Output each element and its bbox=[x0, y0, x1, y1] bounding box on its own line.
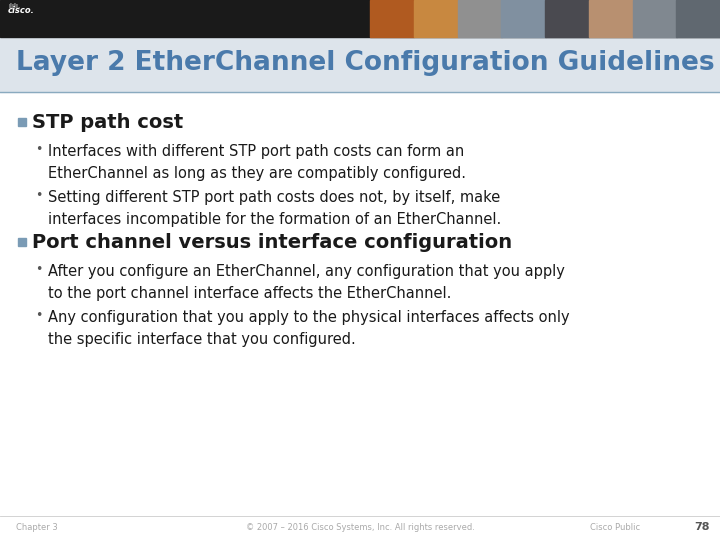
Text: •: • bbox=[35, 189, 42, 202]
Bar bbox=[414, 0, 458, 37]
Text: STP path cost: STP path cost bbox=[32, 112, 184, 132]
Text: Port channel versus interface configuration: Port channel versus interface configurat… bbox=[32, 233, 512, 252]
Text: 78: 78 bbox=[695, 522, 710, 532]
Text: Any configuration that you apply to the physical interfaces affects only
the spe: Any configuration that you apply to the … bbox=[48, 310, 570, 347]
Bar bbox=[632, 0, 677, 37]
Bar bbox=[0, 0, 720, 37]
Text: •: • bbox=[35, 143, 42, 156]
Text: © 2007 – 2016 Cisco Systems, Inc. All rights reserved.: © 2007 – 2016 Cisco Systems, Inc. All ri… bbox=[246, 523, 474, 532]
Text: Chapter 3: Chapter 3 bbox=[16, 523, 58, 532]
Bar bbox=[457, 0, 502, 37]
Text: Setting different STP port path costs does not, by itself, make
interfaces incom: Setting different STP port path costs do… bbox=[48, 190, 501, 227]
Text: •: • bbox=[35, 263, 42, 276]
Bar bbox=[676, 0, 720, 37]
Text: Cisco Public: Cisco Public bbox=[590, 523, 640, 532]
Bar bbox=[18, 118, 26, 126]
Bar bbox=[370, 0, 414, 37]
Bar bbox=[501, 0, 546, 37]
Text: ılılı.: ılılı. bbox=[8, 3, 20, 9]
Bar bbox=[545, 0, 589, 37]
Bar bbox=[0, 37, 720, 92]
Bar bbox=[18, 238, 26, 246]
Text: •: • bbox=[35, 309, 42, 322]
Text: After you configure an EtherChannel, any configuration that you apply
to the por: After you configure an EtherChannel, any… bbox=[48, 264, 565, 301]
Text: Layer 2 EtherChannel Configuration Guidelines: Layer 2 EtherChannel Configuration Guide… bbox=[16, 50, 715, 76]
Bar bbox=[589, 0, 633, 37]
Text: Interfaces with different STP port path costs can form an
EtherChannel as long a: Interfaces with different STP port path … bbox=[48, 144, 466, 180]
Text: cisco.: cisco. bbox=[8, 6, 35, 15]
